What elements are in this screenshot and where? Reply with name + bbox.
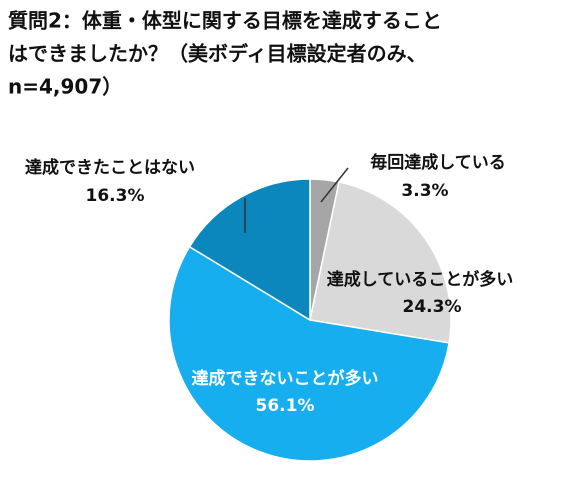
slice-label: 達成できたことはない: [25, 157, 195, 178]
chart-title: n=4,907）: [8, 75, 122, 99]
value-label: 3.3%: [401, 181, 448, 201]
pie-slice: [309, 181, 452, 344]
slice-label: 達成できないことが多い: [192, 368, 379, 389]
chart-title: 質問2：体重・体型に関する目標を達成すること: [8, 9, 442, 33]
chart-title: はできましたか？（美ボディ目標設定者のみ、: [8, 42, 427, 66]
slice-label: 毎回達成している: [370, 152, 506, 173]
value-label: 16.3%: [86, 186, 145, 206]
leader-line: [320, 167, 349, 203]
value-label: 24.3%: [403, 297, 462, 317]
pie-slice: [168, 245, 450, 462]
slice-label: 達成していることが多い: [327, 269, 514, 290]
pie-slice: [188, 178, 311, 322]
value-label: 56.1%: [256, 396, 315, 416]
pie: [168, 178, 452, 462]
